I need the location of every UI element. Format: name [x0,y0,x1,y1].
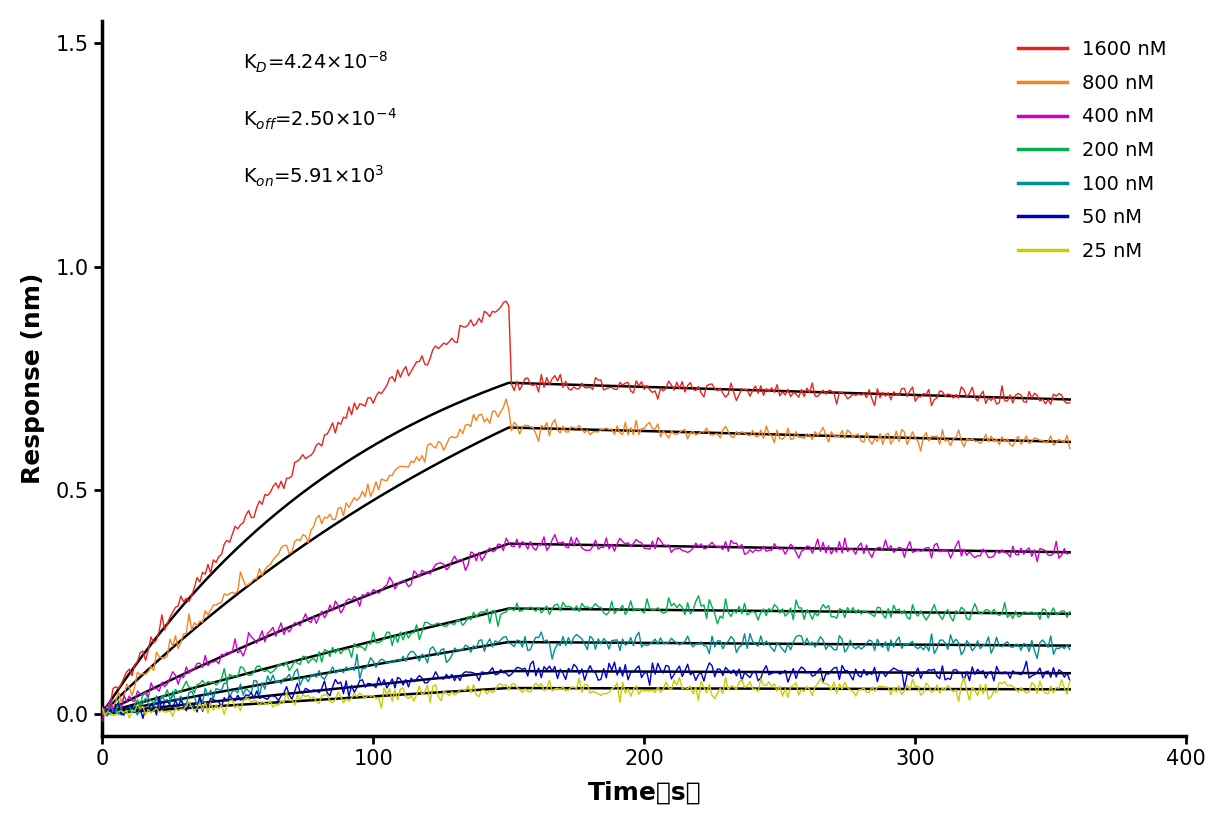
Text: K$_{D}$=4.24×10$^{-8}$: K$_{D}$=4.24×10$^{-8}$ [243,50,388,74]
Legend: 1600 nM, 800 nM, 400 nM, 200 nM, 100 nM, 50 nM, 25 nM: 1600 nM, 800 nM, 400 nM, 200 nM, 100 nM,… [1009,31,1177,271]
Text: K$_{on}$=5.91×10$^{3}$: K$_{on}$=5.91×10$^{3}$ [243,164,384,189]
Y-axis label: Response (nm): Response (nm) [21,272,45,484]
Text: K$_{off}$=2.50×10$^{-4}$: K$_{off}$=2.50×10$^{-4}$ [243,106,398,132]
X-axis label: Time（s）: Time（s） [588,780,701,804]
